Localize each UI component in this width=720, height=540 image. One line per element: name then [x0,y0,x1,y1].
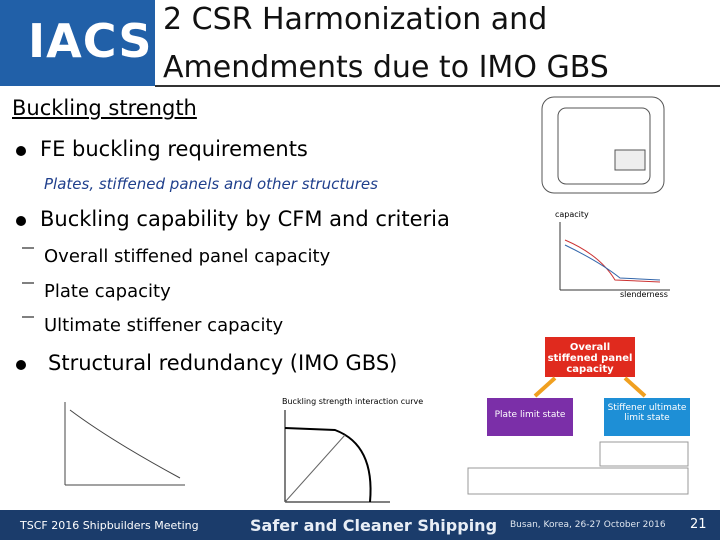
formula-box [467,467,689,495]
flow-label: Overall stiffened panel capacity [547,342,633,375]
logo-box [0,0,155,86]
bullet [16,360,26,370]
footer-bar [0,510,720,540]
note: Plates, stiffened panels and other struc… [44,175,378,193]
heading: Buckling strength [12,96,197,120]
ship-section [541,96,665,194]
title-line: Amendments due to IMO GBS [163,50,609,85]
footer-left: TSCF 2016 Shipbuilders Meeting [20,519,199,532]
formula-box [599,441,689,467]
flow-box [545,337,635,377]
flow-box [487,398,573,436]
sub-item: Overall stiffened panel capacity [44,246,331,267]
bullet-text: Buckling capability by CFM and criteria [40,207,450,231]
flow-label: Stiffener ultimate limit state [607,403,687,423]
bullet-text: FE buckling requirements [40,137,308,161]
sub-item: Plate capacity [44,281,171,302]
footer-center: Safer and Cleaner Shipping [250,516,498,535]
page-number: 21 [690,517,707,532]
axis-label: slenderness [620,290,668,299]
sub-item: Ultimate stiffener capacity [44,315,284,336]
bullet [16,216,26,226]
flow-box [604,398,690,436]
bullet-text: Structural redundancy (IMO GBS) [48,351,398,375]
interaction-graph [284,410,390,503]
flow-arrow [533,376,647,398]
bullet [16,146,26,156]
title-line: 2 CSR Harmonization and [163,2,548,37]
footer-right: Busan, Korea, 26-27 October 2016 [510,520,666,530]
flow-label: Plate limit state [494,410,566,420]
curve-graph [64,402,185,486]
logo: IACS [28,14,153,68]
figure-title: Buckling strength interaction curve [282,397,424,406]
capacity-graph [559,222,670,291]
axis-label: capacity [555,210,589,219]
